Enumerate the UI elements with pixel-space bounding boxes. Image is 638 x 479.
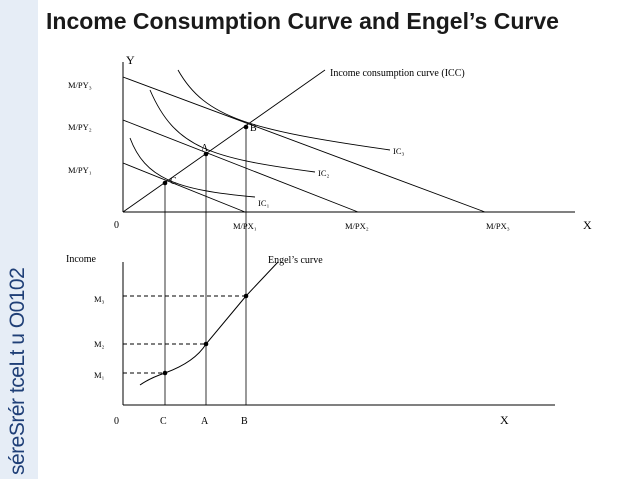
slide-title: Income Consumption Curve and Engel’s Cur…	[46, 8, 559, 34]
bottom-graph: Income X 0 Engel’s curve M₃ M₂ M₁ C A B	[66, 254, 555, 427]
bottom-y-axis-label: Income	[66, 254, 97, 265]
engel-curve-label: Engel’s curve	[268, 255, 323, 266]
point-c-label: C	[170, 176, 177, 187]
top-x-axis-label: X	[583, 218, 592, 232]
x-tick-mpx2: M/PX₂	[345, 221, 369, 231]
income-consumption-curve	[122, 69, 326, 213]
x-tick-mpx3: M/PX₃	[486, 221, 510, 231]
engel-curve	[139, 261, 279, 386]
point-a-label: A	[201, 143, 209, 154]
ic3-label: IC₃	[393, 146, 405, 156]
top-y-axis-label: Y	[126, 53, 135, 67]
budget-line-1	[122, 162, 246, 213]
budget-line-2	[122, 119, 359, 213]
left-sidebar-band: séreSrér tceLt u O0102	[0, 0, 38, 479]
x-tick-a: A	[201, 416, 209, 427]
x-tick-mpx1: M/PX₁	[233, 221, 257, 231]
y-tick-m2: M₂	[94, 339, 105, 349]
point-m3	[243, 293, 249, 299]
top-origin-label: 0	[114, 220, 119, 231]
ic1-label: IC₁	[258, 198, 270, 208]
point-m1	[162, 370, 168, 376]
top-graph: Y X 0 Income consumption curve (ICC) IC₁…	[68, 53, 592, 232]
ic2-label: IC₂	[318, 168, 330, 178]
x-tick-b: B	[241, 416, 248, 427]
bottom-origin-label: 0	[114, 416, 119, 427]
x-tick-c: C	[160, 416, 167, 427]
budget-line-3	[122, 76, 486, 213]
y-tick-m3: M₃	[94, 294, 105, 304]
point-m2	[203, 341, 209, 347]
bottom-x-axis-label: X	[500, 413, 509, 427]
y-tick-mpy3: M/PY₃	[68, 80, 92, 90]
y-tick-m1: M₁	[94, 370, 105, 380]
y-tick-mpy1: M/PY₁	[68, 165, 92, 175]
indifference-curve-2	[149, 89, 316, 173]
indifference-curve-3	[177, 69, 391, 151]
icc-label: Income consumption curve (ICC)	[330, 68, 465, 79]
point-b-label: B	[250, 123, 257, 134]
y-tick-mpy2: M/PY₂	[68, 122, 92, 132]
